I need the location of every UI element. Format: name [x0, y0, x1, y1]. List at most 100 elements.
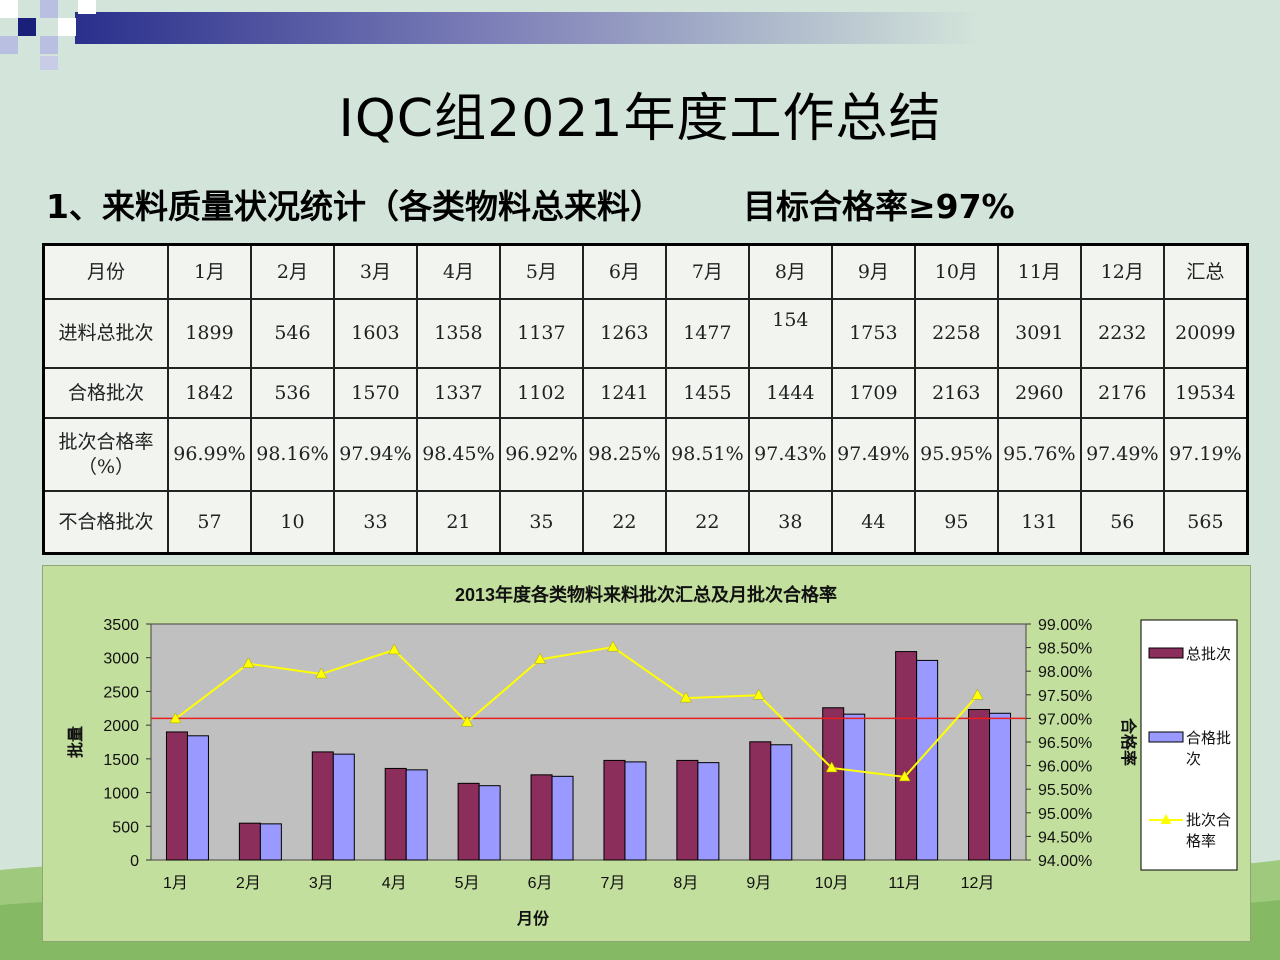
header-cell: 1月	[167, 243, 252, 301]
bar-总批次	[749, 741, 772, 861]
line-marker	[242, 657, 255, 668]
table-cell: 1337	[415, 366, 501, 420]
table-cell: 98.51%	[664, 417, 750, 492]
table-cell: 2163	[913, 366, 999, 420]
y2-tick-label: 98.50%	[1038, 641, 1092, 658]
table-row-qualified-batches: 合格批次 1842 536 1570 1337 1102 1241 1455 1…	[42, 366, 1249, 420]
table-cell: 1477	[664, 298, 750, 369]
bar-总批次	[822, 707, 845, 861]
legend-marker	[1160, 814, 1172, 824]
table-cell: 3091	[996, 298, 1082, 369]
y-tick-label: 3500	[103, 617, 139, 634]
table-cell: 98.25%	[581, 417, 667, 492]
bar-合格批次	[259, 823, 282, 861]
y2-tick-label: 97.50%	[1038, 688, 1092, 705]
table-cell: 35	[498, 489, 584, 555]
line-marker	[461, 715, 474, 727]
table-cell: 1709	[830, 366, 916, 420]
heading-text: 1、来料质量状况统计（各类物料总来料）	[46, 187, 663, 226]
table-cell: 22	[581, 489, 667, 555]
table-cell: 1603	[332, 298, 418, 369]
table-cell: 1753	[830, 298, 916, 369]
table-row-pass-rate: 批次合格率（%） 96.99% 98.16% 97.94% 98.45% 96.…	[42, 417, 1249, 492]
header-cell: 11月	[996, 243, 1082, 301]
x-axis-label: 月份	[516, 909, 550, 928]
table-cell: 20099	[1162, 298, 1249, 369]
x-tick-label: 3月	[309, 875, 334, 892]
y2-tick-label: 96.00%	[1038, 759, 1092, 776]
table-cell: 1899	[167, 298, 252, 369]
table-cell: 154	[747, 298, 833, 369]
bar-总批次	[530, 774, 553, 861]
section-heading: 1、来料质量状况统计（各类物料总来料） 目标合格率≥97%	[46, 180, 1246, 228]
x-tick-label: 2月	[236, 875, 261, 892]
header-cell: 8月	[747, 243, 833, 301]
target-rate-text: 目标合格率≥97%	[742, 187, 1015, 226]
x-tick-label: 4月	[382, 875, 407, 892]
header-cell: 2月	[249, 243, 335, 301]
row-label: 进料总批次	[42, 298, 169, 369]
table-cell: 98.45%	[415, 417, 501, 492]
bar-合格批次	[551, 775, 574, 861]
line-marker	[534, 652, 546, 664]
line-marker	[388, 643, 401, 655]
y-tick-label: 0	[130, 853, 139, 870]
table-cell: 44	[830, 489, 916, 555]
bar-总批次	[895, 651, 918, 861]
y-tick-label: 500	[112, 819, 139, 836]
y-tick-label: 2500	[103, 684, 139, 701]
line-marker	[607, 640, 619, 652]
x-tick-label: 6月	[528, 875, 553, 892]
bar-总批次	[311, 751, 334, 861]
quality-stats-table: 月份 1月 2月 3月 4月 5月 6月 7月 8月 9月 10月 11月 12…	[42, 243, 1249, 555]
bar-总批次	[165, 731, 188, 861]
header-cell: 4月	[415, 243, 501, 301]
legend-swatch	[1148, 731, 1184, 743]
bar-总批次	[676, 759, 699, 861]
legend-label: 合格批次	[1186, 730, 1231, 768]
table-cell: 56	[1079, 489, 1165, 555]
header-cell: 7月	[664, 243, 750, 301]
y2-tick-label: 99.00%	[1038, 617, 1092, 634]
bar-总批次	[384, 767, 407, 861]
table-cell: 95.95%	[913, 417, 999, 492]
table-cell: 96.92%	[498, 417, 584, 492]
chart-title: 2013年度各类物料来料批次汇总及月批次合格率	[455, 584, 837, 605]
y2-tick-label: 97.00%	[1038, 711, 1092, 728]
table-cell: 536	[249, 366, 335, 420]
header-cell: 3月	[332, 243, 418, 301]
y-tick-label: 1500	[103, 752, 139, 769]
row-label: 批次合格率（%）	[42, 417, 169, 492]
header-cell: 12月	[1079, 243, 1165, 301]
table-cell: 97.19%	[1162, 417, 1249, 492]
table-cell: 565	[1162, 489, 1249, 555]
bar-总批次	[603, 759, 626, 861]
bar-合格批次	[405, 769, 428, 861]
bar-合格批次	[989, 712, 1012, 861]
y-tick-label: 3000	[103, 651, 139, 668]
header-cell-total: 汇总	[1162, 243, 1249, 301]
legend-label: 批次合格率	[1186, 812, 1231, 850]
table-cell: 95.76%	[996, 417, 1082, 492]
y-axis-label: 批量	[66, 726, 85, 758]
header-cell: 9月	[830, 243, 916, 301]
header-cell: 10月	[913, 243, 999, 301]
y2-axis-label: 合格率	[1119, 718, 1138, 766]
table-cell: 2258	[913, 298, 999, 369]
table-cell: 1570	[332, 366, 418, 420]
table-cell: 2176	[1079, 366, 1165, 420]
x-tick-label: 12月	[961, 875, 995, 892]
header-cell: 5月	[498, 243, 584, 301]
x-tick-label: 10月	[815, 875, 849, 892]
table-cell: 19534	[1162, 366, 1249, 420]
table-cell: 97.49%	[1079, 417, 1165, 492]
table-cell: 1455	[664, 366, 750, 420]
table-cell: 22	[664, 489, 750, 555]
bar-合格批次	[697, 762, 720, 861]
table-cell: 1241	[581, 366, 667, 420]
table-cell: 1358	[415, 298, 501, 369]
bar-合格批次	[332, 753, 355, 861]
table-cell: 97.49%	[830, 417, 916, 492]
bar-合格批次	[916, 659, 939, 861]
legend-label: 总批次	[1186, 646, 1231, 663]
